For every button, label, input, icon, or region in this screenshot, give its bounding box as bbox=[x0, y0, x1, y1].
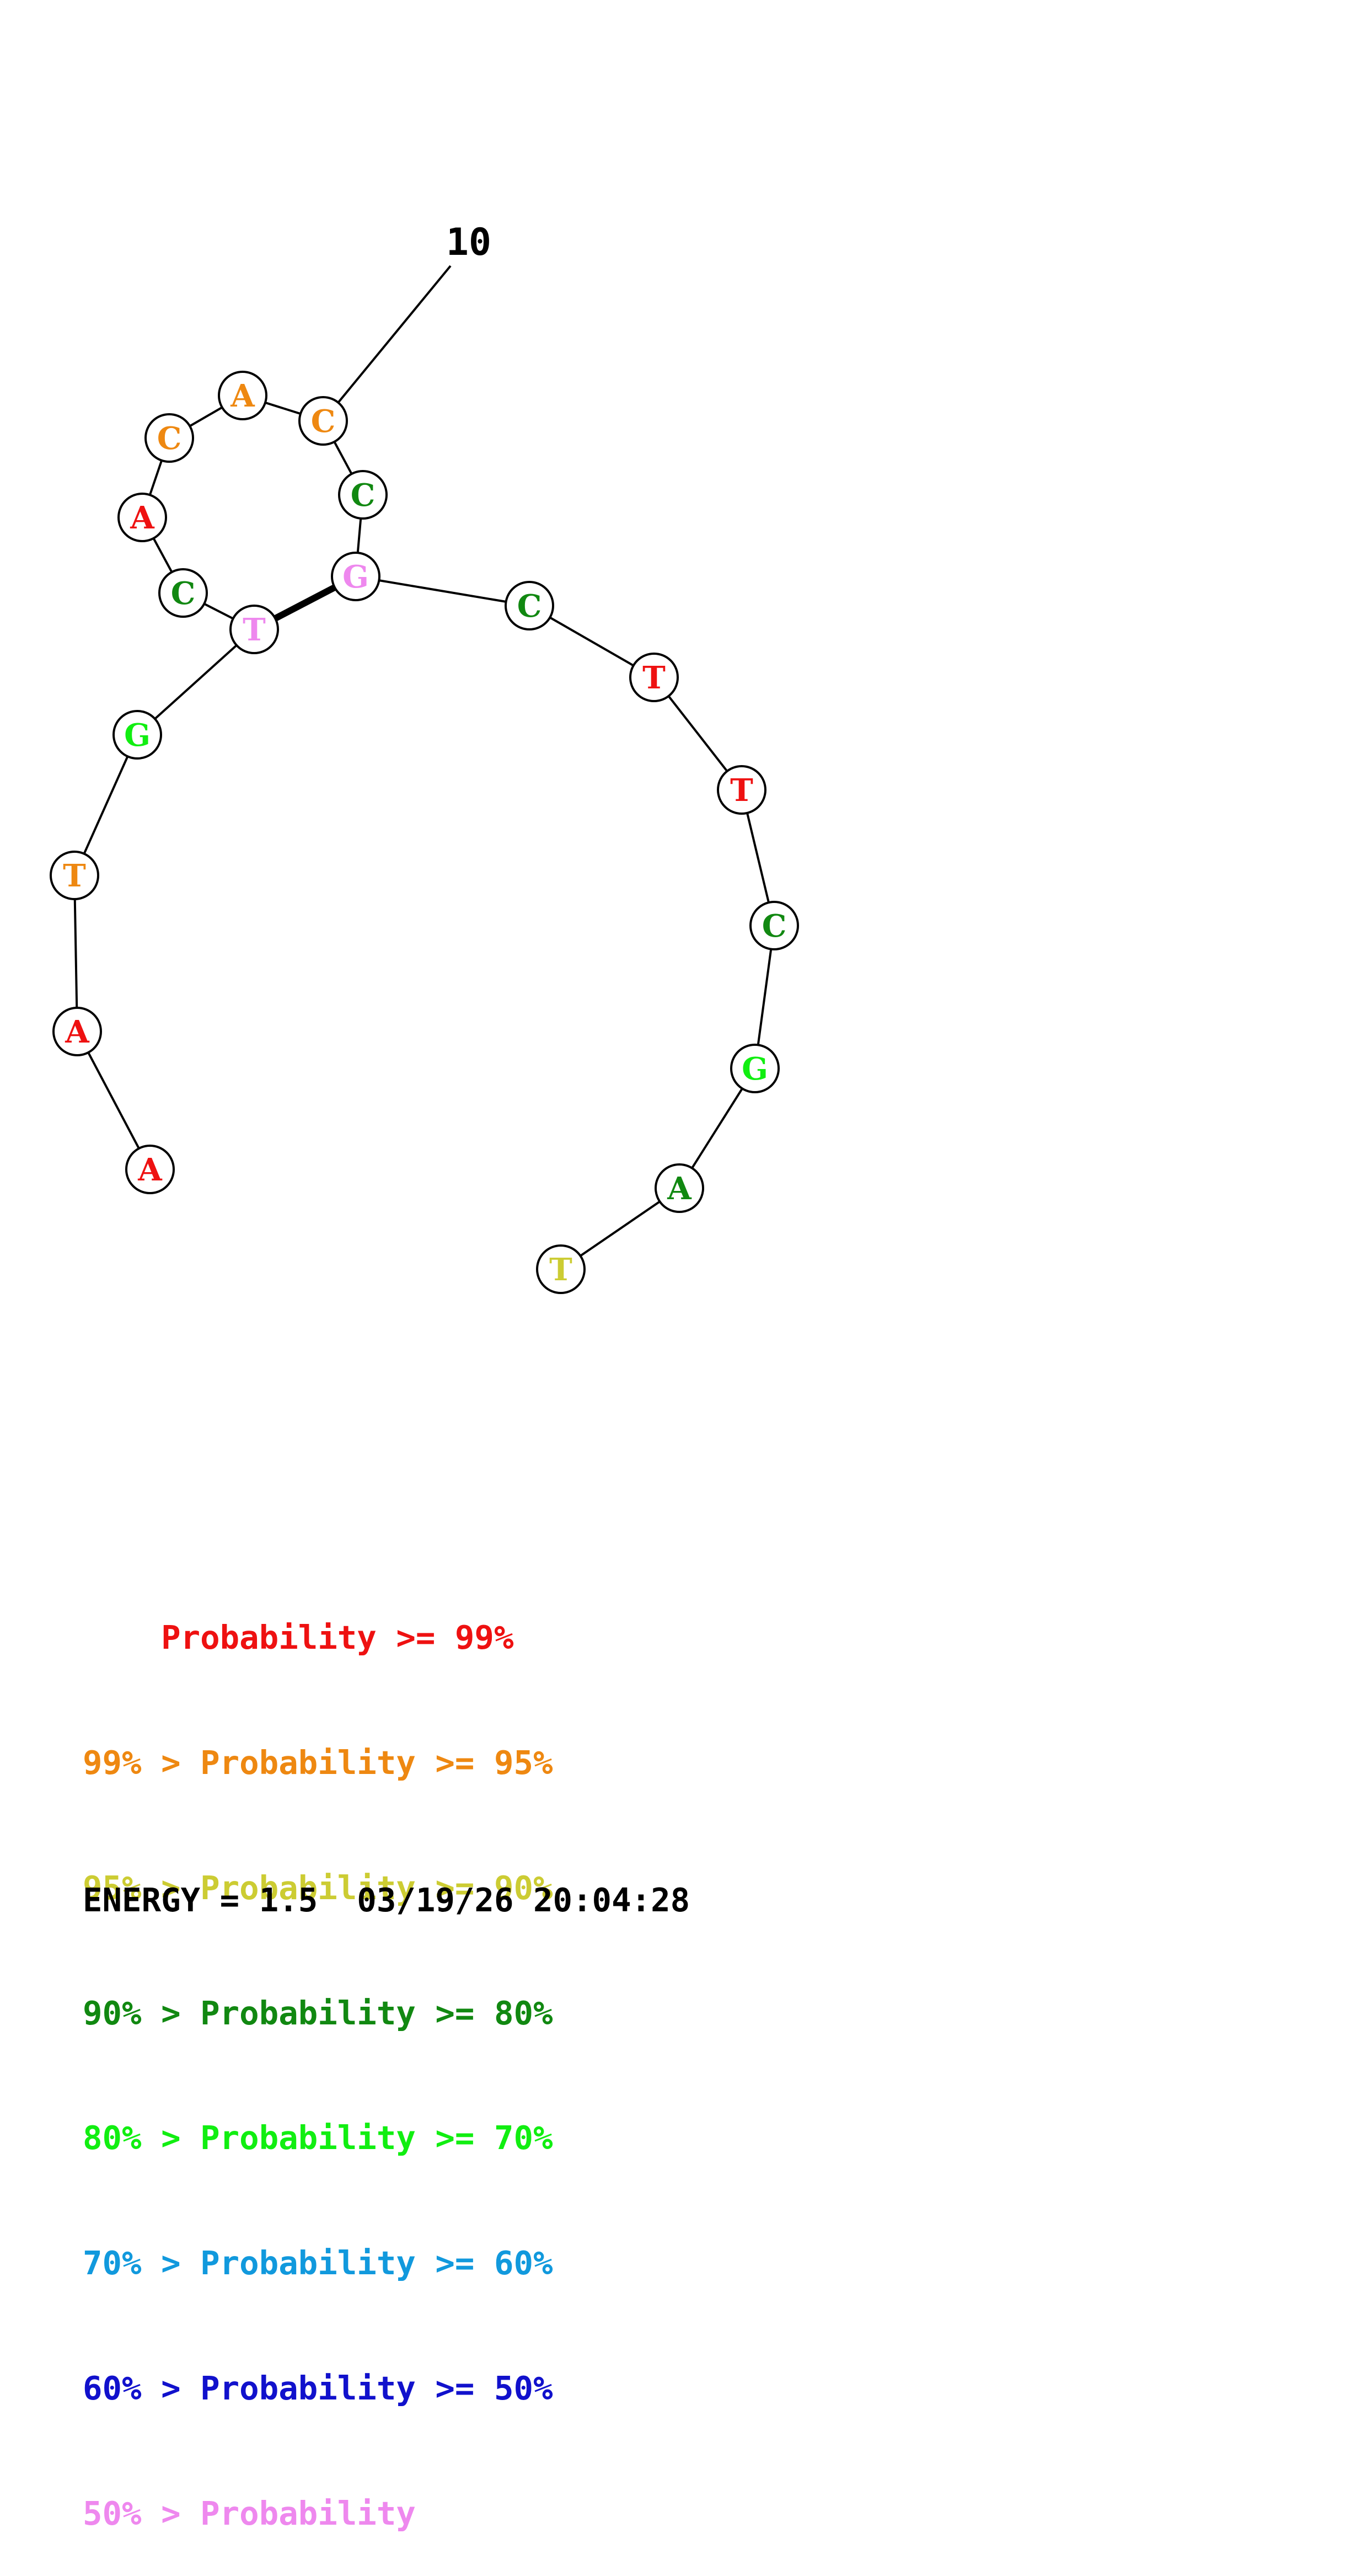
nucleotide-3: T bbox=[50, 851, 99, 900]
nucleotide-circle bbox=[125, 1145, 175, 1194]
nucleotide-7: A bbox=[117, 493, 167, 542]
legend-line-4: 90% > Probability >= 80% bbox=[83, 1994, 553, 2032]
nucleotide-circle bbox=[158, 568, 208, 618]
nucleotide-letter: G bbox=[742, 1051, 768, 1087]
legend-line-8: 50% > Probability bbox=[83, 2494, 416, 2532]
nucleotide-letter: A bbox=[230, 378, 255, 414]
legend-line-5: 80% > Probability >= 70% bbox=[83, 2119, 553, 2157]
nucleotide-circle bbox=[144, 413, 194, 463]
nucleotide-circle bbox=[655, 1163, 704, 1213]
nucleotide-13: C bbox=[505, 581, 554, 630]
nucleotide-circle bbox=[112, 710, 162, 760]
nucleotide-letter: A bbox=[130, 500, 155, 536]
nucleotide-letter: T bbox=[642, 660, 666, 696]
nucleotide-circle bbox=[629, 653, 679, 702]
nucleotide-17: G bbox=[730, 1044, 780, 1093]
energy-footer: ENERGY = 1.5 03/19/26 20:04:28 bbox=[83, 1881, 690, 1919]
nucleotide-14: T bbox=[629, 653, 679, 702]
nucleotide-circle bbox=[338, 470, 388, 520]
nucleotide-1: A bbox=[125, 1145, 175, 1194]
nucleotide-letter: A bbox=[65, 1014, 90, 1050]
nucleotide-10: C bbox=[298, 396, 348, 446]
nucleotide-letter: T bbox=[549, 1252, 572, 1288]
nucleotide-letter: C bbox=[157, 420, 182, 457]
nucleotide-letter: C bbox=[171, 575, 196, 612]
nucleotide-12: G bbox=[331, 552, 380, 601]
nucleotide-letter: T bbox=[63, 858, 86, 894]
nucleotide-4: G bbox=[112, 710, 162, 760]
probability-legend: Probability >= 99% 99% > Probability >= … bbox=[83, 1533, 553, 2576]
nucleotide-5: T bbox=[229, 605, 279, 654]
legend-line-6: 70% > Probability >= 60% bbox=[83, 2244, 553, 2283]
backbone-segment bbox=[73, 734, 138, 876]
nucleotide-letter: T bbox=[730, 772, 753, 809]
nucleotide-circle bbox=[117, 493, 167, 542]
nucleotide-8: C bbox=[144, 413, 194, 463]
legend-line-1: Probability >= 99% bbox=[161, 1618, 514, 1657]
nucleotide-circle bbox=[505, 581, 554, 630]
backbone-segment bbox=[73, 875, 78, 1032]
nucleotide-letter: G bbox=[124, 717, 151, 753]
backbone-segment bbox=[136, 628, 255, 736]
legend-line-3: 95% > Probability >= 90% bbox=[83, 1868, 553, 1907]
nucleotide-15: T bbox=[717, 765, 766, 815]
position-label-10: 10 bbox=[446, 221, 491, 264]
nucleotide-19: T bbox=[536, 1244, 586, 1294]
nucleotide-circle bbox=[229, 605, 279, 654]
nucleotide-16: C bbox=[749, 901, 799, 950]
legend-line-2: 99% > Probability >= 95% bbox=[83, 1743, 553, 1782]
nucleotide-circle bbox=[717, 765, 766, 815]
nucleotide-11: C bbox=[338, 470, 388, 520]
nucleotide-18: A bbox=[655, 1163, 704, 1213]
nucleotide-letter: A bbox=[137, 1152, 163, 1188]
position-tick-line bbox=[322, 265, 452, 422]
nucleotide-circle bbox=[331, 552, 380, 601]
nucleotide-2: A bbox=[52, 1007, 102, 1056]
nucleotide-circle bbox=[298, 396, 348, 446]
nucleotide-circle bbox=[536, 1244, 586, 1294]
legend-line-7: 60% > Probability >= 50% bbox=[83, 2369, 553, 2407]
nucleotide-circle bbox=[749, 901, 799, 950]
nucleotide-circle bbox=[52, 1007, 102, 1056]
nucleotide-circle bbox=[50, 851, 99, 900]
nucleotide-letter: A bbox=[667, 1171, 692, 1207]
nucleotide-circle bbox=[730, 1044, 780, 1093]
nucleotide-letter: C bbox=[517, 588, 542, 624]
nucleotide-letter: C bbox=[762, 908, 787, 944]
nucleotide-circle bbox=[218, 371, 267, 420]
nucleotide-9: A bbox=[218, 371, 267, 420]
nucleotide-letter: C bbox=[311, 403, 336, 440]
nucleotide-letter: C bbox=[351, 477, 376, 514]
backbone-lines bbox=[73, 394, 775, 1270]
nucleotide-6: C bbox=[158, 568, 208, 618]
nucleotide-letter: G bbox=[342, 559, 369, 595]
backbone-segment bbox=[76, 1031, 151, 1170]
nucleotide-letter: T bbox=[243, 612, 266, 648]
backbone-segment bbox=[355, 575, 530, 607]
